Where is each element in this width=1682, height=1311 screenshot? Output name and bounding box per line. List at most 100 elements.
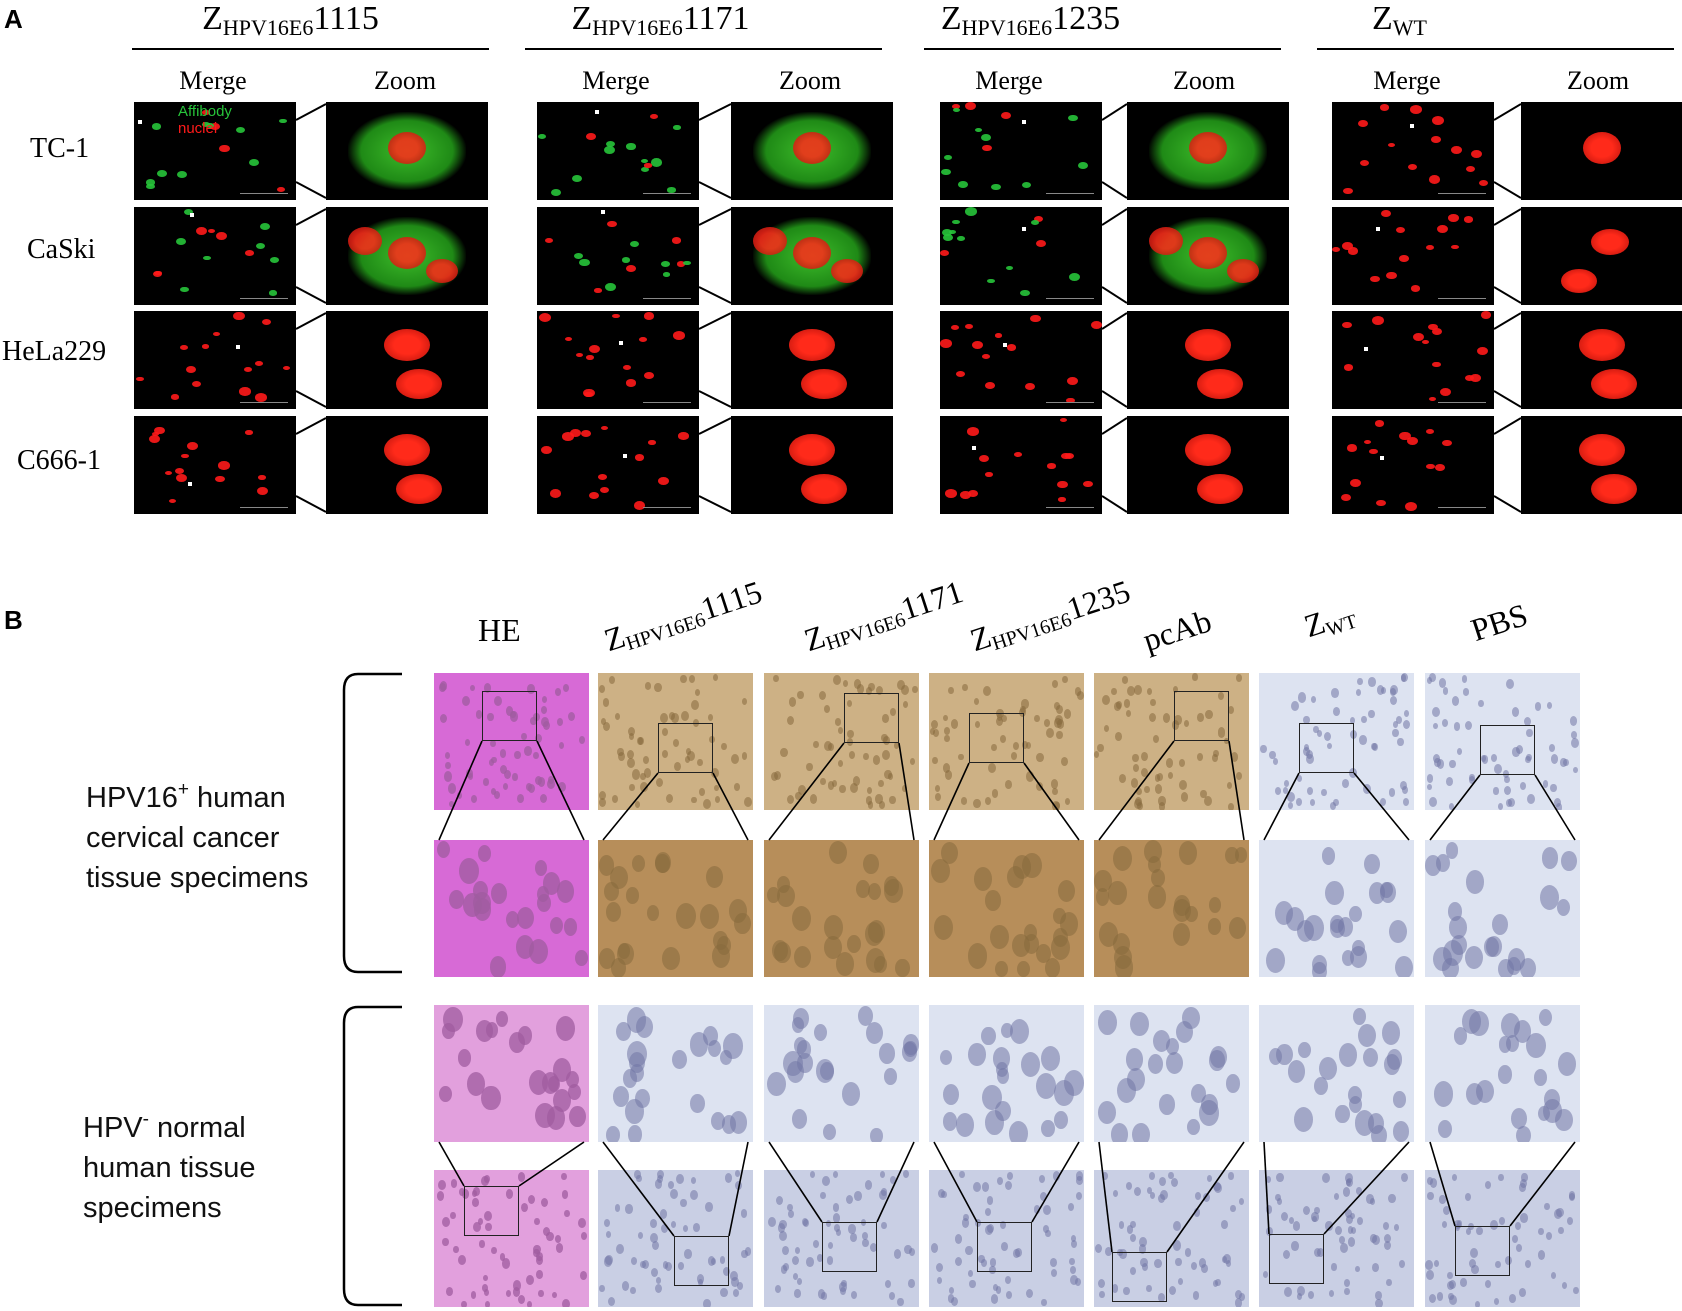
cell — [689, 1032, 709, 1057]
cell — [1439, 1195, 1446, 1204]
cell — [710, 1111, 725, 1131]
cell — [680, 710, 689, 722]
cell — [1094, 869, 1112, 893]
cell-nucleus — [594, 288, 602, 293]
cell — [1497, 1065, 1512, 1084]
cell — [879, 1043, 896, 1064]
cell-nucleus — [186, 366, 197, 374]
cell — [604, 1219, 611, 1228]
cell — [935, 1262, 944, 1273]
cell-nucleus — [202, 109, 211, 115]
cell — [1434, 1260, 1440, 1267]
cell-nucleus — [955, 371, 965, 378]
cell — [867, 920, 886, 944]
cell — [1297, 919, 1315, 943]
cell — [483, 1289, 489, 1297]
nucleus — [1197, 369, 1243, 399]
cell-nucleus — [1357, 119, 1368, 127]
cell — [657, 1170, 665, 1180]
cell — [1375, 1298, 1383, 1307]
cell — [1372, 1263, 1380, 1273]
cell — [1221, 1220, 1228, 1229]
cell — [444, 751, 451, 759]
cell — [791, 1255, 800, 1266]
cell — [1094, 750, 1100, 758]
cell — [792, 1273, 799, 1281]
cell — [1045, 1229, 1051, 1237]
cell-nucleus — [662, 272, 671, 277]
cell-nucleus — [1020, 289, 1030, 297]
cell — [613, 1086, 630, 1108]
cell — [710, 1258, 717, 1266]
cell — [1471, 1264, 1479, 1275]
cell — [1497, 803, 1504, 810]
scale-bar — [1438, 193, 1486, 194]
cell — [1035, 1072, 1056, 1099]
cell — [1152, 1030, 1170, 1053]
cell — [1433, 946, 1453, 972]
cell-nucleus — [644, 312, 655, 320]
cell — [1204, 795, 1212, 806]
cell — [521, 733, 527, 740]
cell-nucleus — [960, 491, 971, 499]
cell — [823, 1123, 836, 1141]
zoom-region-box — [482, 691, 537, 741]
cell-nucleus — [952, 108, 960, 113]
zoom-region-box — [190, 213, 194, 217]
cell — [1326, 742, 1333, 750]
cell-nucleus — [562, 432, 575, 441]
cell — [541, 706, 548, 715]
cell — [548, 1076, 561, 1093]
cell — [795, 791, 802, 801]
cell — [502, 1258, 511, 1269]
cell-nucleus — [1425, 244, 1434, 251]
cell — [1541, 846, 1559, 869]
cell — [902, 1170, 909, 1179]
cell — [812, 1239, 820, 1249]
cell — [1329, 1290, 1335, 1298]
cell — [629, 733, 635, 740]
cell-nucleus — [657, 476, 669, 485]
cell — [942, 1111, 958, 1131]
cell — [1307, 786, 1314, 795]
cell — [478, 844, 492, 862]
cell — [999, 1220, 1007, 1229]
cell — [456, 791, 463, 799]
cell — [944, 734, 951, 743]
cell — [1132, 764, 1140, 773]
cell-nucleus — [672, 237, 682, 244]
ihc-image — [1259, 840, 1414, 977]
cell-nucleus — [164, 470, 172, 475]
cell — [741, 698, 747, 706]
cell — [1386, 1049, 1403, 1070]
cell — [1476, 1226, 1483, 1236]
cell-nucleus — [269, 257, 279, 263]
cell — [740, 1209, 748, 1218]
cell — [1138, 1244, 1147, 1255]
cell — [690, 700, 699, 711]
cell — [1321, 847, 1336, 866]
cell — [1490, 753, 1498, 763]
cell — [466, 769, 473, 778]
cell-nucleus — [1478, 179, 1489, 187]
cell — [1208, 896, 1222, 914]
cell — [1453, 722, 1461, 731]
zoom-region-box — [188, 482, 192, 486]
cell — [1159, 1094, 1175, 1115]
cell — [934, 915, 954, 940]
cell — [1288, 1216, 1295, 1224]
cell — [489, 956, 507, 977]
cell — [779, 1219, 787, 1230]
cell-nucleus — [1431, 136, 1441, 144]
zoom-connector — [296, 208, 326, 304]
cell — [1000, 714, 1007, 723]
cell — [1364, 853, 1380, 874]
merge-micrograph: Affibody nuclei — [134, 102, 296, 200]
cell — [1101, 695, 1110, 706]
cell-nucleus — [1450, 146, 1462, 154]
cell — [1070, 1275, 1079, 1286]
cell — [893, 1249, 902, 1260]
cell — [457, 1048, 472, 1067]
cell — [549, 917, 564, 935]
cell — [1178, 758, 1185, 767]
